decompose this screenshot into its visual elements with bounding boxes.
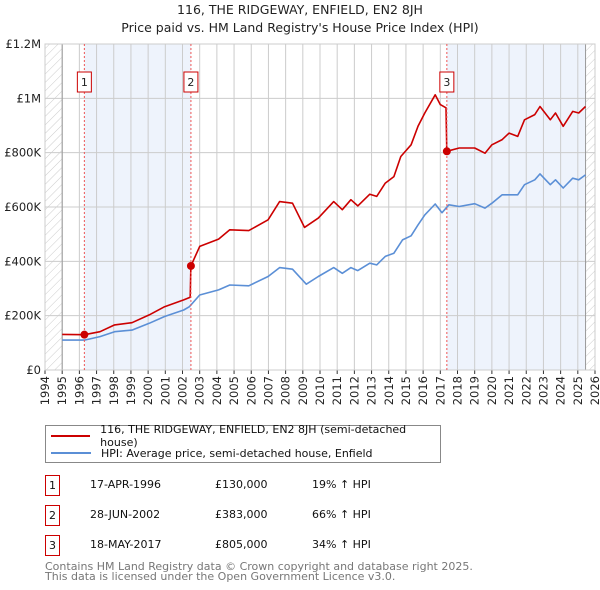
sale-hpi-change: 34% ↑ HPI bbox=[312, 538, 371, 551]
y-tick-label: £200K bbox=[4, 309, 41, 323]
x-tick-label: 2019 bbox=[468, 376, 482, 405]
y-tick-label: £1M bbox=[16, 91, 41, 105]
footer-licence: This data is licensed under the Open Gov… bbox=[45, 570, 396, 583]
legend-item-property: 116, THE RIDGEWAY, ENFIELD, EN2 8JH (sem… bbox=[46, 423, 440, 449]
sale-price: £805,000 bbox=[215, 538, 268, 551]
sale-marker-box bbox=[439, 71, 455, 93]
legend-swatch-hpi bbox=[51, 452, 91, 454]
sale-hpi-change: 66% ↑ HPI bbox=[312, 508, 371, 521]
y-tick-label: £400K bbox=[4, 254, 41, 268]
x-tick-label: 2008 bbox=[279, 376, 293, 405]
x-tick-label: 2024 bbox=[554, 376, 568, 405]
sale-number-badge: 3 bbox=[45, 535, 60, 556]
x-tick-label: 2002 bbox=[176, 376, 190, 405]
y-tick-label: £800K bbox=[4, 146, 41, 160]
x-tick-label: 2011 bbox=[330, 376, 344, 405]
x-tick-label: 2012 bbox=[347, 376, 361, 405]
sale-marker-box bbox=[183, 71, 199, 93]
x-tick-label: 2000 bbox=[141, 376, 155, 405]
x-tick-label: 2018 bbox=[451, 376, 465, 405]
chart-title: 116, THE RIDGEWAY, ENFIELD, EN2 8JH bbox=[177, 2, 423, 17]
x-tick-label: 1999 bbox=[124, 376, 138, 405]
x-tick-label: 1997 bbox=[90, 376, 104, 405]
footer-copyright: Contains HM Land Registry data © Crown c… bbox=[45, 560, 473, 573]
legend-label-hpi: HPI: Average price, semi-detached house,… bbox=[101, 446, 373, 460]
x-tick-label: 2022 bbox=[519, 376, 533, 405]
chart-subtitle: Price paid vs. HM Land Registry's House … bbox=[121, 20, 479, 35]
x-tick-label: 2007 bbox=[261, 376, 275, 405]
sale-hpi-change: 19% ↑ HPI bbox=[312, 478, 371, 491]
plot-frame bbox=[44, 43, 596, 371]
x-tick-label: 2015 bbox=[399, 376, 413, 405]
x-tick-label: 2014 bbox=[382, 376, 396, 405]
sale-price: £130,000 bbox=[215, 478, 268, 491]
legend-label-property: 116, THE RIDGEWAY, ENFIELD, EN2 8JH (sem… bbox=[100, 423, 407, 449]
x-tick-label: 2001 bbox=[158, 376, 172, 405]
hpi-line bbox=[62, 173, 586, 341]
legend: 116, THE RIDGEWAY, ENFIELD, EN2 8JH (sem… bbox=[45, 423, 441, 463]
x-tick-label: 2023 bbox=[536, 376, 550, 405]
x-tick-label: 2021 bbox=[502, 376, 516, 405]
sale-marker-box bbox=[76, 71, 92, 93]
x-tick-label: 2005 bbox=[227, 376, 241, 405]
sale-point bbox=[186, 261, 195, 270]
legend-item-hpi: HPI: Average price, semi-detached house,… bbox=[46, 445, 373, 461]
y-tick-label: £1.2M bbox=[5, 37, 41, 51]
x-tick-label: 1995 bbox=[55, 376, 69, 405]
x-tick-label: 1996 bbox=[72, 376, 86, 405]
sale-number-badge: 2 bbox=[45, 505, 60, 526]
x-tick-label: 2006 bbox=[244, 376, 258, 405]
price-paid-line bbox=[62, 94, 587, 336]
sale-number-badge: 1 bbox=[45, 475, 60, 496]
x-tick-label: 2004 bbox=[210, 376, 224, 405]
sale-date: 28-JUN-2002 bbox=[90, 508, 161, 521]
x-tick-label: 2003 bbox=[193, 376, 207, 405]
y-tick-label: £0 bbox=[26, 363, 41, 377]
sale-marker-label: 3 bbox=[443, 76, 450, 89]
x-tick-label: 2010 bbox=[313, 376, 327, 405]
sale-date: 17-APR-1996 bbox=[90, 478, 162, 491]
x-tick-label: 2013 bbox=[365, 376, 379, 405]
x-tick-label: 2020 bbox=[485, 376, 499, 405]
x-tick-label: 1998 bbox=[107, 376, 121, 405]
x-tick-label: 2025 bbox=[571, 376, 585, 405]
x-tick-label: 2009 bbox=[296, 376, 310, 405]
sale-marker-label: 2 bbox=[187, 76, 194, 89]
line-chart: 1994 1995 1996 1997 1998 1999 2000 2001 2002 2003… bbox=[4, 37, 600, 405]
sale-point bbox=[80, 330, 89, 339]
x-tick-label: 2026 bbox=[588, 376, 600, 405]
x-tick-label: 2016 bbox=[416, 376, 430, 405]
y-tick-label: £600K bbox=[4, 200, 41, 214]
x-tick-label: 2017 bbox=[433, 376, 447, 405]
legend-swatch-property bbox=[51, 435, 91, 437]
sale-marker-label: 1 bbox=[81, 76, 88, 89]
x-tick-label: 1994 bbox=[38, 376, 52, 405]
sale-date: 18-MAY-2017 bbox=[90, 538, 162, 551]
sale-price: £383,000 bbox=[215, 508, 268, 521]
sale-point bbox=[442, 147, 451, 156]
